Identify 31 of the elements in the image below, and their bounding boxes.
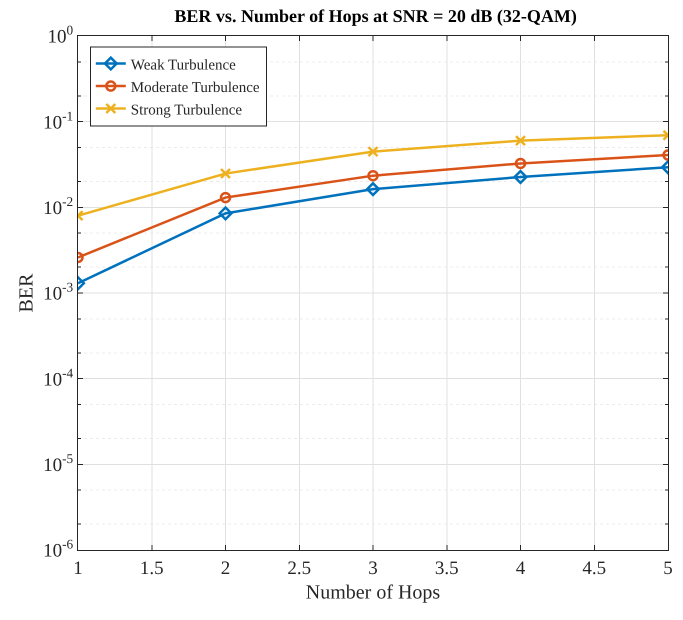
x-tick-label: 5 [663,558,673,579]
x-tick-label: 2 [220,558,230,579]
y-tick-label: 10$^{-4}$ [43,365,74,390]
x-tick-label: 2.5 [287,558,312,579]
point [514,134,526,146]
point [513,170,528,184]
legend-label: Strong Turbulence [130,102,242,118]
point [220,192,232,204]
chart-title: BER vs. Number of Hops at SNR = 20 dB (32-QAM) [174,6,577,26]
x-tick-label: 3 [368,558,378,579]
point [218,206,233,220]
point [367,146,379,158]
point [514,158,526,170]
y-tick-label: 10$^{-5}$ [43,451,74,476]
y-tick-label: 10$^{-2}$ [43,194,74,219]
legend-label: Moderate Turbulence [130,80,260,96]
point [220,168,232,180]
point [367,170,379,182]
point [366,182,380,196]
y-tick-label: 10$^{-6}$ [43,536,74,562]
x-axis-title: Number of Hops [306,581,440,604]
y-tick-label: 10$^{-3}$ [43,280,74,305]
x-tick-label: 4.5 [582,558,606,579]
x-tick-label: 1 [73,558,83,579]
legend-label: Weak Turbulence [130,57,236,74]
x-tick-label: 4 [516,558,526,579]
y-tick-label: 10$^{0}$ [48,22,74,48]
x-tick-label: 1.5 [140,558,164,579]
y-tick-label: 10$^{-1}$ [43,108,74,134]
y-axis-title: BER [16,272,38,312]
x-tick-label: 3.5 [434,558,459,579]
